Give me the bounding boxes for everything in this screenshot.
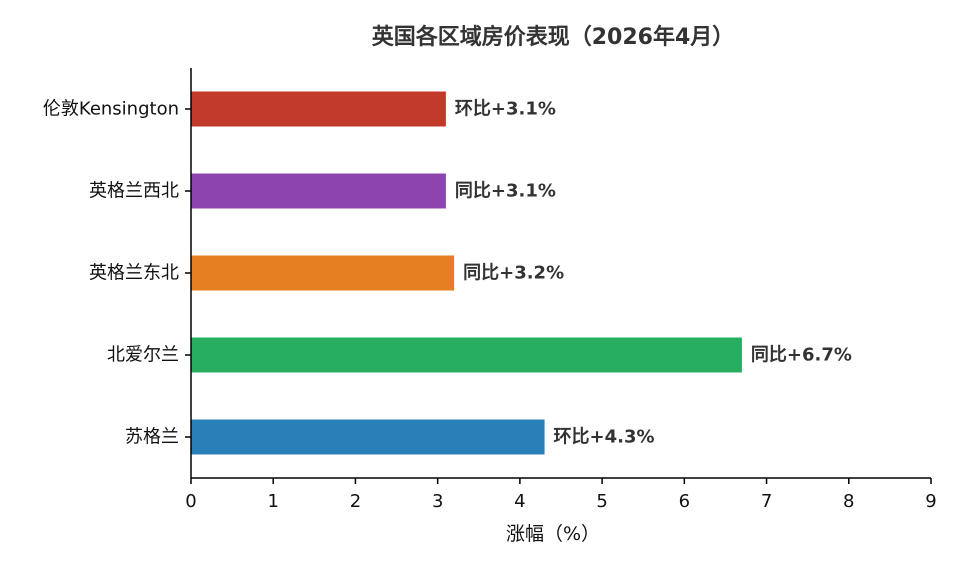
- bar-2: [191, 255, 455, 291]
- bar-3: [191, 337, 742, 373]
- x-tick-label: 1: [267, 491, 278, 512]
- bars-layer: [191, 91, 742, 455]
- x-tick-label: 9: [925, 491, 936, 512]
- category-label: 英格兰西北: [89, 181, 179, 202]
- bar-1: [191, 173, 446, 209]
- bar-4: [191, 419, 545, 455]
- category-label: 英格兰东北: [89, 263, 179, 284]
- x-tick-label: 8: [843, 491, 854, 512]
- data-label: 同比+6.7%: [751, 345, 852, 366]
- x-axis-ticks: 0 1 2 3 4 5 6 7 8 9: [185, 478, 937, 512]
- x-tick-label: 5: [596, 491, 607, 512]
- data-labels: 环比+3.1% 同比+3.1% 同比+3.2% 同比+6.7% 环比+4.3%: [455, 99, 852, 448]
- x-tick-label: 3: [432, 491, 443, 512]
- x-tick-label: 4: [514, 491, 525, 512]
- bar-0: [191, 91, 446, 127]
- data-label: 同比+3.2%: [463, 263, 564, 284]
- data-label: 环比+3.1%: [455, 99, 556, 120]
- axes: [190, 68, 931, 479]
- category-label: 北爱尔兰: [107, 345, 179, 366]
- category-label: 苏格兰: [125, 427, 179, 448]
- category-label: 伦敦Kensington: [43, 99, 179, 120]
- x-tick-label: 6: [679, 491, 690, 512]
- x-axis-label: 涨幅（%）: [506, 523, 600, 545]
- chart-title: 英国各区域房价表现（2026年4月）: [372, 24, 735, 50]
- x-tick-label: 0: [185, 491, 196, 512]
- data-label: 同比+3.1%: [455, 181, 556, 202]
- x-tick-label: 7: [761, 491, 772, 512]
- x-tick-label: 2: [350, 491, 361, 512]
- data-label: 环比+4.3%: [554, 427, 655, 448]
